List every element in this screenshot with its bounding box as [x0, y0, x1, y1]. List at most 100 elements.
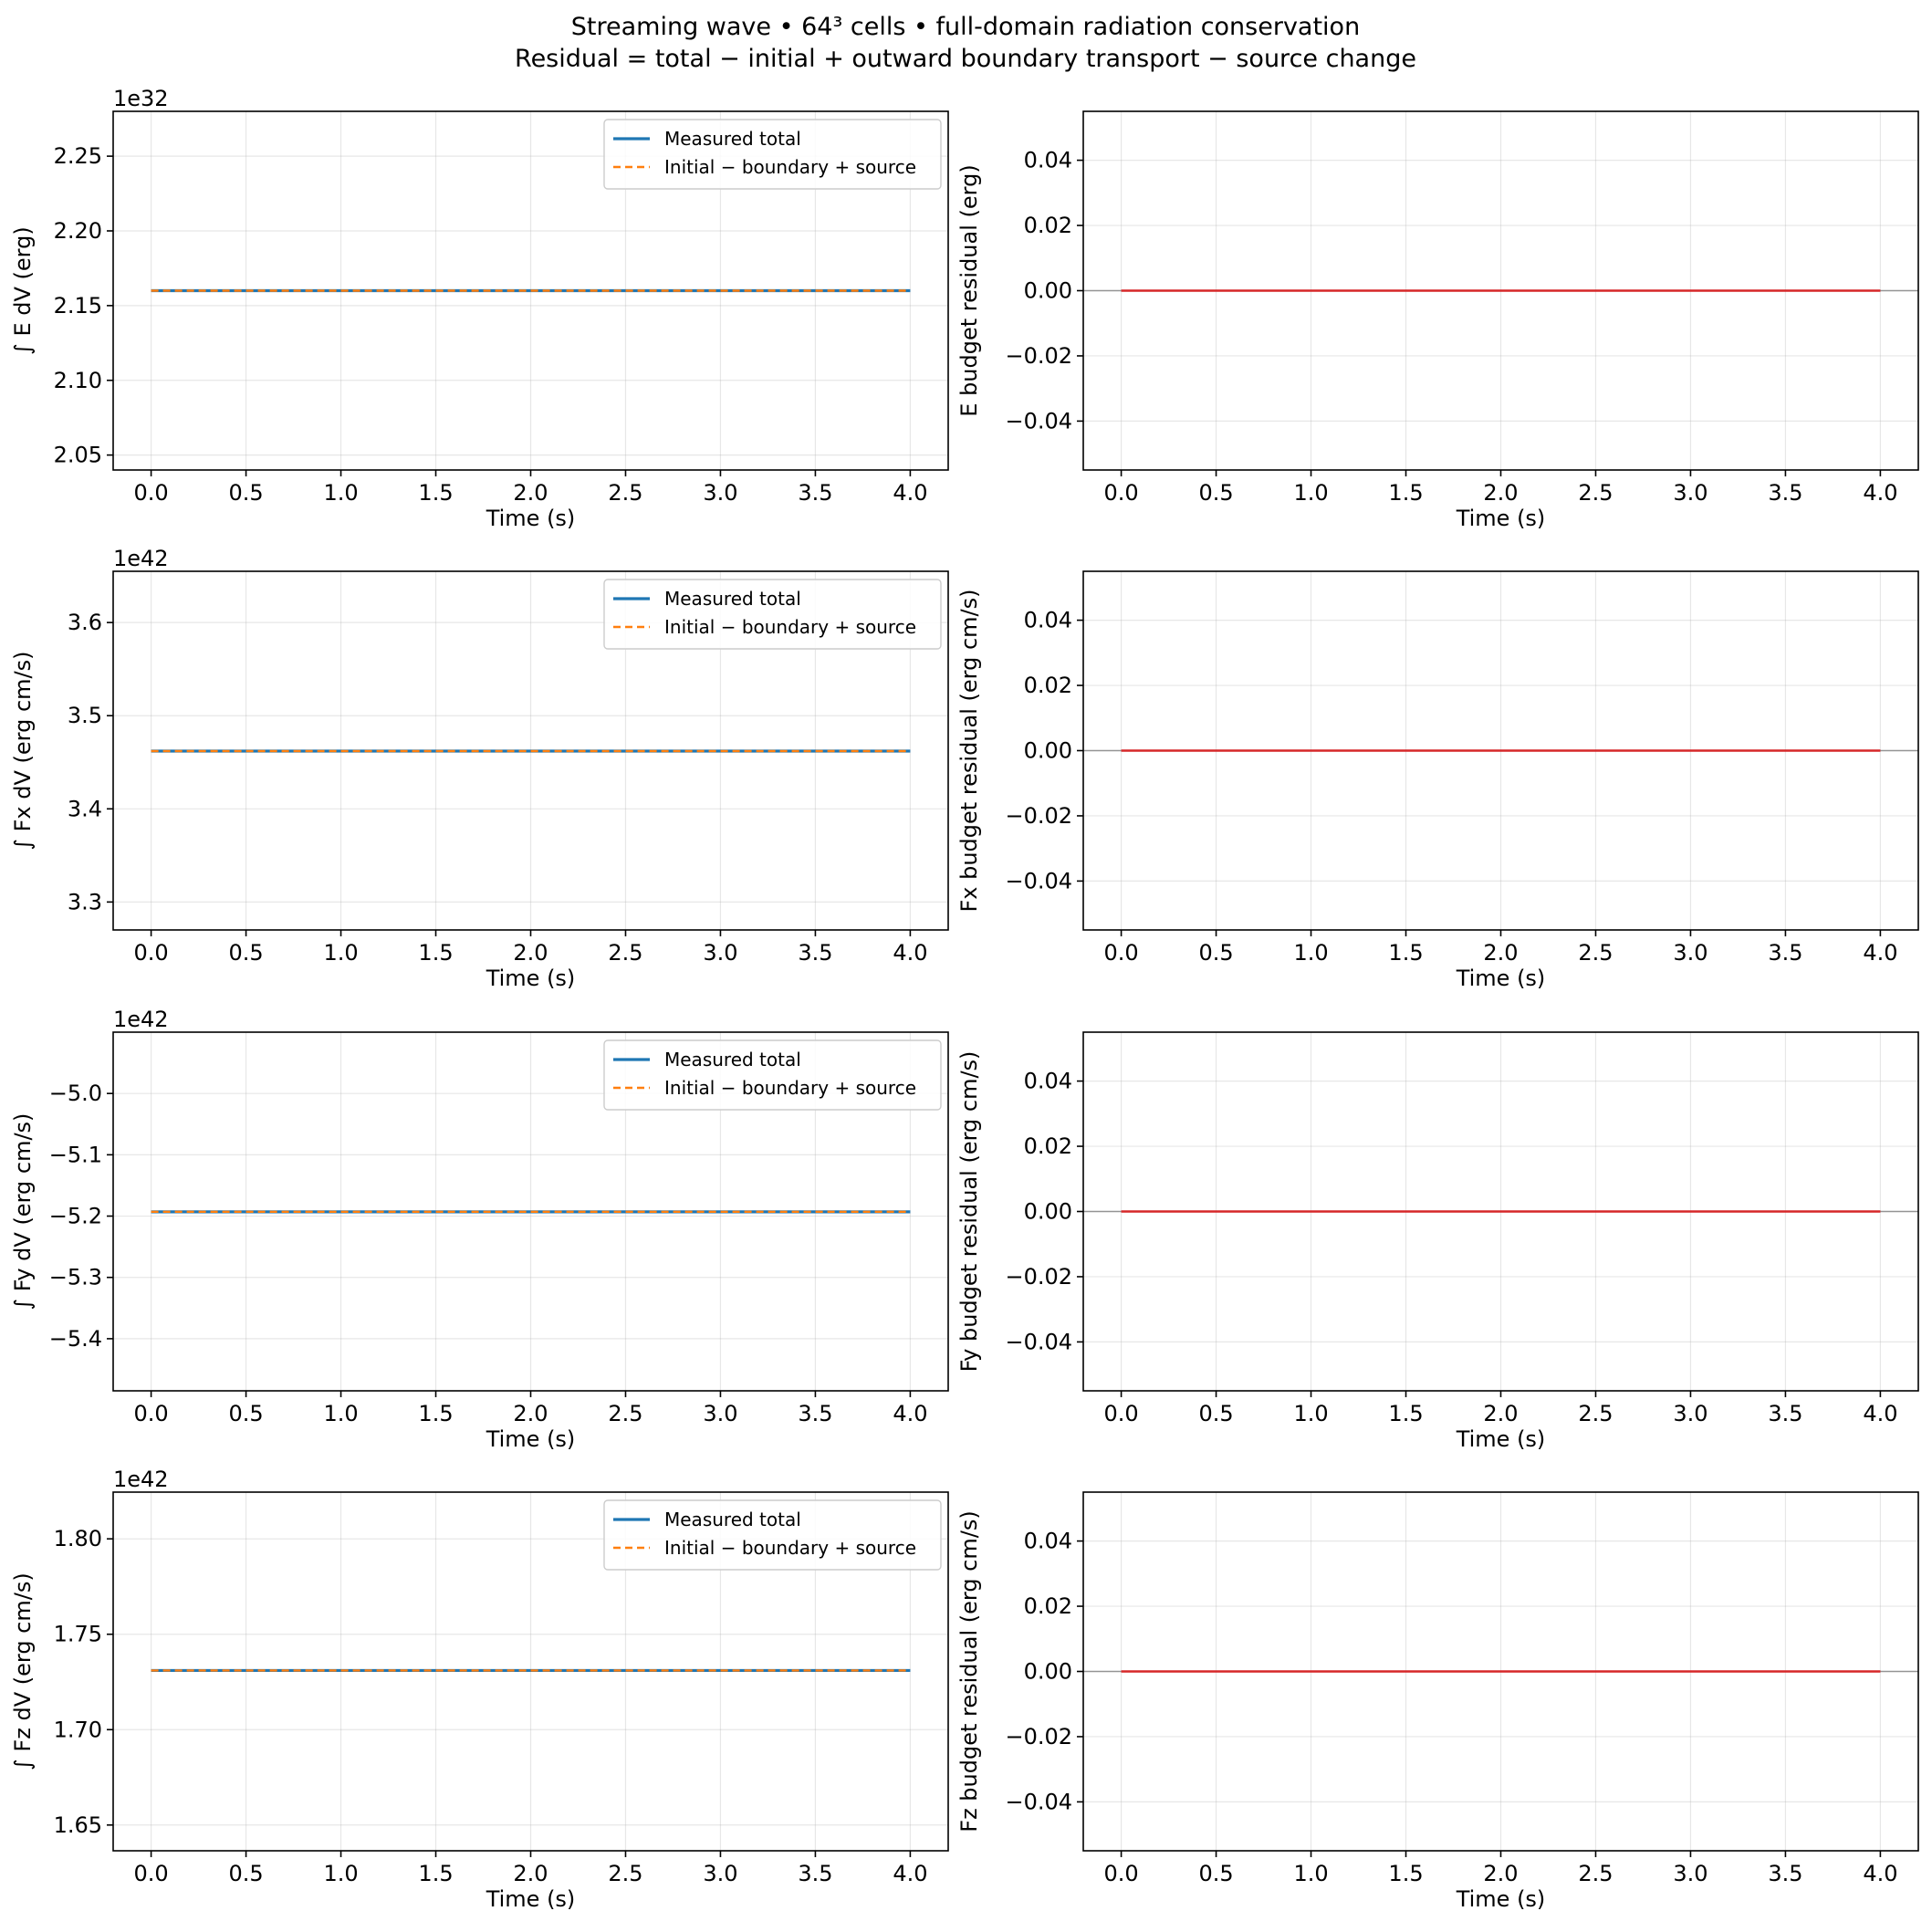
chart-6-xlabel: Time (s) [486, 1886, 576, 1912]
chart-6-xtick-label-5: 2.5 [608, 1861, 642, 1886]
chart-2-panel: 0.0 0.5 1.0 1.5 2.0 2.5 3.0 3.5 4.0 3.3 3.4 3.5 3.6 T… [10, 546, 949, 991]
chart-4-xtick-label-8: 4.0 [893, 1401, 927, 1426]
chart-7-xtick-label-7: 3.5 [1768, 1861, 1802, 1886]
chart-6-panel: 0.0 0.5 1.0 1.5 2.0 2.5 3.0 3.5 4.0 1.65 1.70 1.75 1… [10, 1467, 949, 1912]
chart-4-xtick-label-1: 0.5 [228, 1401, 263, 1426]
chart-3-ytick-label-3: 0.02 [1024, 673, 1072, 698]
chart-6-ytick-label-3: 1.80 [54, 1526, 102, 1551]
chart-3-xlabel: Time (s) [1456, 966, 1546, 991]
chart-3-xtick-label-4: 2.0 [1483, 940, 1518, 966]
chart-0-xtick-label-2: 1.0 [323, 480, 358, 506]
chart-2-legend: Measured total Initial − boundary + sourc… [603, 579, 942, 650]
chart-4-legend-label-1: Initial − boundary + source [664, 1077, 916, 1099]
chart-1-xtick-label-3: 1.5 [1388, 480, 1423, 506]
chart-2-ytick-label-3: 3.6 [68, 610, 102, 635]
chart-2-ytick-label-0: 3.3 [68, 889, 102, 914]
chart-4-xtick-label-2: 1.0 [323, 1401, 358, 1426]
chart-3-xtick-label-0: 0.0 [1104, 940, 1139, 966]
chart-6-xtick-label-7: 3.5 [798, 1861, 832, 1886]
chart-0-xtick-label-6: 3.0 [703, 480, 737, 506]
chart-1-ytick-label-0: −0.04 [1005, 408, 1072, 433]
chart-3-ytick-label-0: −0.04 [1005, 868, 1072, 893]
chart-1-ytick-label-1: −0.02 [1005, 343, 1072, 369]
chart-6-offset-text: 1e42 [113, 1467, 169, 1492]
chart-5-xlabel: Time (s) [1456, 1426, 1546, 1452]
chart-5-ylabel: Fy budget residual (erg cm/s) [956, 1051, 982, 1373]
chart-3-ytick-label-1: −0.02 [1005, 803, 1072, 829]
chart-2-ytick-label-2: 3.5 [68, 703, 102, 728]
chart-6-xtick-label-3: 1.5 [418, 1861, 453, 1886]
chart-0-legend: Measured total Initial − boundary + sourc… [603, 119, 942, 190]
chart-1-xlabel: Time (s) [1456, 506, 1546, 531]
chart-2-xlabel: Time (s) [486, 966, 576, 991]
chart-2-xtick-label-6: 3.0 [703, 940, 737, 966]
chart-4-legend-box [603, 1039, 942, 1111]
chart-2-xtick-label-5: 2.5 [608, 940, 642, 966]
chart-7-xtick-label-4: 2.0 [1483, 1861, 1518, 1886]
chart-4-legend: Measured total Initial − boundary + sourc… [603, 1039, 942, 1111]
chart-7-panel: 0.0 0.5 1.0 1.5 2.0 2.5 3.0 3.5 4.0 −0.04 −0.02 0.0… [956, 1491, 1919, 1912]
chart-4-xtick-label-4: 2.0 [513, 1401, 548, 1426]
chart-2-legend-box [603, 579, 942, 650]
chart-1-ytick-label-3: 0.02 [1024, 213, 1072, 238]
chart-4-xlabel: Time (s) [486, 1426, 576, 1452]
chart-3-ytick-label-2: 0.00 [1024, 738, 1072, 764]
chart-0-ytick-label-1: 2.10 [54, 368, 102, 393]
chart-4-ytick-label-0: −5.4 [49, 1326, 102, 1352]
chart-7-ytick-label-4: 0.04 [1024, 1529, 1072, 1554]
chart-5-xtick-label-6: 3.0 [1673, 1401, 1707, 1426]
chart-7-xlabel: Time (s) [1456, 1886, 1546, 1912]
chart-3-panel: 0.0 0.5 1.0 1.5 2.0 2.5 3.0 3.5 4.0 −0.04 −0.02 0.0… [956, 570, 1919, 991]
chart-4-offset-text: 1e42 [113, 1007, 169, 1032]
chart-3-xtick-label-1: 0.5 [1198, 940, 1233, 966]
chart-2-offset-text: 1e42 [113, 546, 169, 571]
chart-1-xtick-label-2: 1.0 [1293, 480, 1328, 506]
chart-6-ytick-label-2: 1.75 [54, 1622, 102, 1647]
chart-0-xtick-label-0: 0.0 [134, 480, 169, 506]
chart-5-xtick-label-5: 2.5 [1578, 1401, 1613, 1426]
chart-5-ytick-label-3: 0.02 [1024, 1133, 1072, 1159]
chart-5-xtick-label-4: 2.0 [1483, 1401, 1518, 1426]
chart-7-xtick-label-0: 0.0 [1104, 1861, 1139, 1886]
subplot-grid: 0.0 0.5 1.0 1.5 2.0 2.5 3.0 3.5 4.0 2.05 2.10 2.15 2… [10, 86, 1919, 1912]
chart-6-ytick-label-0: 1.65 [54, 1812, 102, 1838]
chart-1-ylabel: E budget residual (erg) [956, 164, 982, 416]
chart-3-xtick-label-7: 3.5 [1768, 940, 1802, 966]
chart-3-ylabel: Fx budget residual (erg cm/s) [956, 589, 982, 912]
chart-6-ytick-label-1: 1.70 [54, 1717, 102, 1742]
chart-0-panel: 0.0 0.5 1.0 1.5 2.0 2.5 3.0 3.5 4.0 2.05 2.10 2.15 2… [10, 86, 949, 531]
chart-1-xtick-label-0: 0.0 [1104, 480, 1139, 506]
chart-1-xtick-label-5: 2.5 [1578, 480, 1613, 506]
chart-7-ytick-label-3: 0.02 [1024, 1593, 1072, 1619]
chart-0-xlabel: Time (s) [486, 506, 576, 531]
chart-5-ytick-label-2: 0.00 [1024, 1199, 1072, 1225]
chart-6-xtick-label-0: 0.0 [134, 1861, 169, 1886]
chart-2-xtick-label-0: 0.0 [134, 940, 169, 966]
chart-4-xtick-label-6: 3.0 [703, 1401, 737, 1426]
chart-1-xtick-label-6: 3.0 [1673, 480, 1707, 506]
chart-5-xtick-label-3: 1.5 [1388, 1401, 1423, 1426]
chart-4-xtick-label-0: 0.0 [134, 1401, 169, 1426]
chart-2-ylabel: ∫ Fx dV (erg cm/s) [10, 651, 36, 850]
chart-1-xtick-label-8: 4.0 [1863, 480, 1897, 506]
chart-6-legend-label-1: Initial − boundary + source [664, 1537, 916, 1559]
chart-5-xtick-label-2: 1.0 [1293, 1401, 1328, 1426]
chart-2-xtick-label-7: 3.5 [798, 940, 832, 966]
chart-0-offset-text: 1e32 [113, 86, 169, 111]
chart-2-xtick-label-3: 1.5 [418, 940, 453, 966]
chart-2-xtick-label-2: 1.0 [323, 940, 358, 966]
chart-4-panel: 0.0 0.5 1.0 1.5 2.0 2.5 3.0 3.5 4.0 −5.4 −5.3 −5.2 −… [10, 1007, 949, 1452]
chart-0-ytick-label-4: 2.25 [54, 143, 102, 169]
chart-0-xtick-label-7: 3.5 [798, 480, 832, 506]
chart-4-xtick-label-7: 3.5 [798, 1401, 832, 1426]
chart-5-xtick-label-7: 3.5 [1768, 1401, 1802, 1426]
chart-7-xtick-label-3: 1.5 [1388, 1861, 1423, 1886]
chart-3-xtick-label-6: 3.0 [1673, 940, 1707, 966]
figure-title-line-1: Streaming wave • 64³ cells • full-domain… [571, 13, 1360, 41]
chart-6-xtick-label-4: 2.0 [513, 1861, 548, 1886]
chart-6-legend-box [603, 1499, 942, 1571]
chart-4-ytick-label-1: −5.3 [49, 1265, 102, 1290]
chart-0-legend-box [603, 119, 942, 190]
chart-0-ytick-label-3: 2.20 [54, 218, 102, 244]
